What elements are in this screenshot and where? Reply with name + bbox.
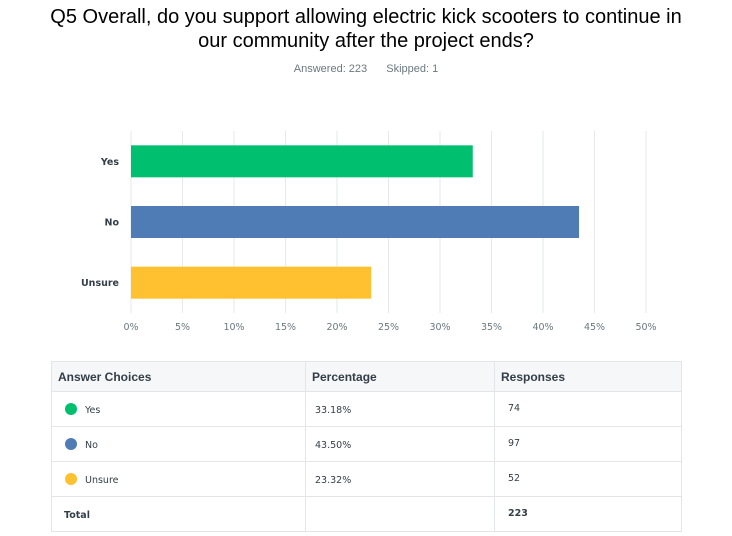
percent-value: 33.18% xyxy=(315,405,352,416)
answer-cell: Yes xyxy=(52,392,306,426)
answer-label: No xyxy=(85,440,98,451)
x-tick-label: 5% xyxy=(175,322,190,333)
x-tick-label: 40% xyxy=(532,322,553,333)
response-summary: Answered: 223 Skipped: 1 xyxy=(0,63,732,75)
color-dot-icon xyxy=(65,438,77,450)
responses-cell: 52 xyxy=(495,462,681,496)
color-dot-icon xyxy=(65,473,77,485)
bar-chart: 0% 5% 10% 15% 20% 25% 30% 35% 40% 45% 50% Yes No Unsu… xyxy=(81,131,657,333)
header-responses: Responses xyxy=(501,370,566,384)
header-answer-choices: Answer Choices xyxy=(52,362,306,391)
answer-label: Unsure xyxy=(85,475,119,486)
header-percentage: Percentage xyxy=(306,362,495,391)
y-category-label: Yes xyxy=(100,157,119,168)
responses-value: 74 xyxy=(508,403,521,414)
total-label: Total xyxy=(64,510,90,521)
responses-cell: 97 xyxy=(495,427,681,461)
skipped-count: Skipped: 1 xyxy=(386,63,439,75)
bar-no xyxy=(131,206,580,238)
answered-count: Answered: 223 xyxy=(293,63,368,75)
bar-unsure xyxy=(131,266,372,299)
bar-yes xyxy=(131,145,473,178)
answer-cell: Unsure xyxy=(52,462,306,496)
total-value-cell: 223 xyxy=(495,497,681,531)
percent-value: 23.32% xyxy=(315,475,352,486)
x-tick-label: 0% xyxy=(123,322,138,333)
x-tick-label: 15% xyxy=(275,322,296,333)
x-tick-label: 10% xyxy=(223,322,244,333)
answer-cell: No xyxy=(52,427,306,461)
responses-value: 97 xyxy=(508,438,521,449)
question-title-line-2: our community after the project ends? xyxy=(198,30,534,52)
x-tick-label: 20% xyxy=(326,322,347,333)
y-category-label: Unsure xyxy=(81,278,119,289)
x-tick-label: 50% xyxy=(635,322,656,333)
responses-value: 52 xyxy=(508,473,521,484)
question-title: Q5 Overall, do you support allowing elec… xyxy=(0,5,732,53)
question-title-line-1: Q5 Overall, do you support allowing elec… xyxy=(50,6,682,28)
color-dot-icon xyxy=(65,403,77,415)
total-value: 223 xyxy=(508,508,528,519)
total-empty-cell xyxy=(306,497,495,531)
table-total-row: Total 223 xyxy=(52,496,681,531)
table-header-row: Answer Choices Percentage Responses xyxy=(52,362,681,391)
table-row: Unsure 23.32% 52 xyxy=(52,461,681,496)
percent-cell: 33.18% xyxy=(306,392,495,426)
x-tick-label: 30% xyxy=(429,322,450,333)
x-tick-label: 35% xyxy=(481,322,502,333)
y-category-label: No xyxy=(105,218,120,229)
table-row: Yes 33.18% 74 xyxy=(52,391,681,426)
responses-cell: 74 xyxy=(495,392,681,426)
x-tick-label: 25% xyxy=(378,322,399,333)
results-table: Answer Choices Percentage Responses Yes … xyxy=(51,361,682,532)
answer-label: Yes xyxy=(85,405,101,416)
percent-cell: 23.32% xyxy=(306,462,495,496)
x-tick-label: 45% xyxy=(584,322,605,333)
total-label-cell: Total xyxy=(52,497,306,531)
table-row: No 43.50% 97 xyxy=(52,426,681,461)
percent-cell: 43.50% xyxy=(306,427,495,461)
percent-value: 43.50% xyxy=(315,440,352,451)
